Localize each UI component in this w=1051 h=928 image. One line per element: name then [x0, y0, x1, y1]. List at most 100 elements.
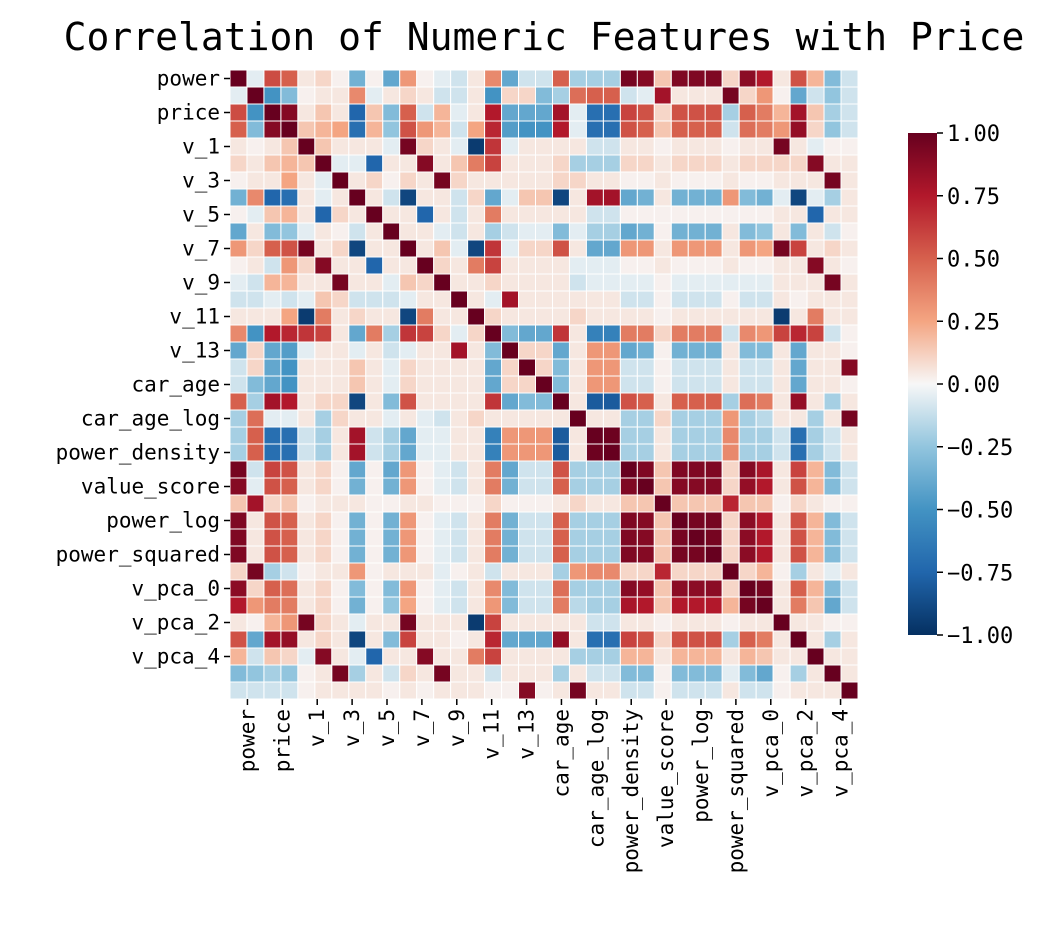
heatmap-cell	[721, 290, 740, 309]
heatmap-cell	[450, 222, 469, 241]
heatmap-cell	[433, 188, 452, 207]
heatmap-cell	[585, 681, 604, 700]
heatmap-cell	[246, 579, 265, 598]
heatmap-cell	[484, 154, 503, 173]
heatmap-cell	[585, 188, 604, 207]
heatmap-cell	[433, 562, 452, 581]
heatmap-cell	[670, 188, 689, 207]
heatmap-cell	[755, 613, 774, 632]
heatmap-cell	[789, 562, 808, 581]
heatmap-cell	[636, 630, 655, 649]
heatmap-cell	[246, 341, 265, 360]
heatmap-cell	[416, 426, 435, 445]
heatmap-cell	[229, 664, 248, 683]
heatmap-cell	[280, 341, 299, 360]
heatmap-cell	[551, 460, 570, 479]
heatmap-cell	[704, 681, 723, 700]
heatmap-cell	[585, 562, 604, 581]
heatmap-cell	[585, 273, 604, 292]
heatmap-cell	[297, 239, 316, 258]
heatmap-cell	[704, 290, 723, 309]
heatmap-cell	[636, 477, 655, 496]
heatmap-cell	[246, 647, 265, 666]
heatmap-cell	[365, 256, 384, 275]
heatmap-cell	[840, 528, 859, 547]
heatmap-cell	[280, 256, 299, 275]
heatmap-cell	[331, 188, 350, 207]
heatmap-cell	[280, 103, 299, 122]
heatmap-cell	[670, 86, 689, 105]
heatmap-cell	[568, 545, 587, 564]
heatmap-cell	[687, 460, 706, 479]
heatmap-cell	[721, 375, 740, 394]
heatmap-cell	[721, 69, 740, 88]
heatmap-cell	[501, 154, 520, 173]
heatmap-cell	[840, 460, 859, 479]
heatmap-cell	[382, 154, 401, 173]
heatmap-cell	[670, 528, 689, 547]
heatmap-cell	[280, 443, 299, 462]
heatmap-cell	[297, 154, 316, 173]
heatmap-cell	[382, 69, 401, 88]
heatmap-cell	[755, 205, 774, 224]
heatmap-cell	[518, 613, 537, 632]
heatmap-cell	[823, 69, 842, 88]
heatmap-cell	[738, 375, 757, 394]
heatmap-cell	[501, 120, 520, 139]
heatmap-cell	[840, 341, 859, 360]
heatmap-cell	[263, 477, 282, 496]
heatmap-cell	[365, 154, 384, 173]
heatmap-cell	[433, 443, 452, 462]
heatmap-cell	[348, 341, 367, 360]
heatmap-cell	[433, 154, 452, 173]
heatmap-cell	[738, 545, 757, 564]
heatmap-cell	[721, 171, 740, 190]
heatmap-cell	[704, 375, 723, 394]
heatmap-cell	[619, 273, 638, 292]
heatmap-cell	[568, 460, 587, 479]
heatmap-cell	[755, 494, 774, 513]
heatmap-cell	[687, 477, 706, 496]
heatmap-cell	[331, 647, 350, 666]
heatmap-cell	[229, 511, 248, 530]
heatmap-cell	[602, 596, 621, 615]
heatmap-cell	[551, 324, 570, 343]
heatmap-cell	[772, 188, 791, 207]
heatmap-cell	[450, 103, 469, 122]
heatmap-cell	[653, 341, 672, 360]
heatmap-cell	[297, 545, 316, 564]
heatmap-cell	[806, 681, 825, 700]
x-tick-label: car_age_log	[584, 709, 608, 848]
heatmap-cell	[602, 647, 621, 666]
heatmap-cell	[535, 664, 553, 683]
heatmap-cell	[467, 103, 486, 122]
heatmap-cell	[518, 205, 537, 224]
heatmap-cell	[331, 256, 350, 275]
heatmap-cell	[585, 239, 604, 258]
heatmap-cell	[687, 256, 706, 275]
x-tick-label: v_1	[305, 709, 329, 747]
heatmap-cell	[348, 290, 367, 309]
heatmap-cell	[823, 239, 842, 258]
heatmap-cells	[229, 69, 859, 700]
heatmap-cell	[467, 341, 486, 360]
heatmap-cell	[806, 188, 825, 207]
heatmap-cell	[314, 273, 333, 292]
heatmap-cell	[246, 188, 265, 207]
heatmap-cell	[365, 494, 384, 513]
x-tick-label: v_13	[515, 709, 539, 760]
heatmap-cell	[704, 647, 723, 666]
heatmap-cell	[619, 171, 638, 190]
heatmap-cell	[399, 596, 418, 615]
heatmap-cell	[382, 273, 401, 292]
heatmap-cell	[738, 69, 757, 88]
heatmap-cell	[602, 562, 621, 581]
heatmap-cell	[551, 290, 570, 309]
heatmap-cell	[823, 256, 842, 275]
heatmap-cell	[721, 307, 740, 326]
heatmap-cell	[772, 664, 791, 683]
heatmap-cell	[501, 307, 520, 326]
heatmap-cell	[806, 324, 825, 343]
heatmap-cell	[670, 494, 689, 513]
heatmap-cell	[280, 511, 299, 530]
